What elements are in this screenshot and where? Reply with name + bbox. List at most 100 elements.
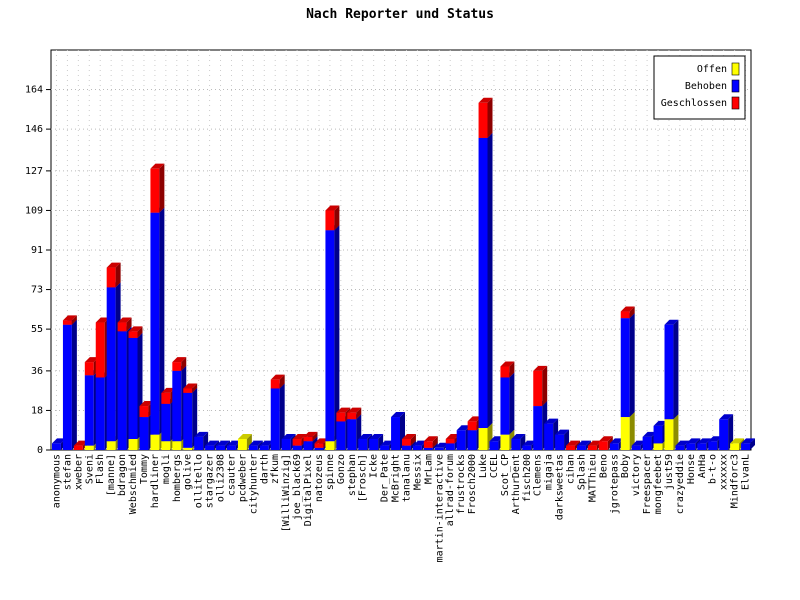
- bar-geschlossen: [402, 439, 411, 446]
- bar-behoben: [95, 377, 105, 450]
- x-tick-label: DigitalPixel: [303, 454, 314, 526]
- x-tick-label: Splash: [576, 454, 587, 490]
- bar-side-geschlossen: [126, 317, 132, 332]
- bar-top-behoben: [511, 434, 526, 440]
- bar-side-offen: [629, 412, 635, 450]
- bar-behoben: [642, 436, 652, 450]
- y-axis: 0 18 36 55 73 91 109 127 146 164: [25, 85, 51, 456]
- bar-behoben: [555, 434, 565, 450]
- bar-behoben: [489, 441, 499, 450]
- bar-behoben: [544, 423, 554, 450]
- bar-side-behoben: [71, 319, 77, 450]
- x-tick-label: Tommy: [139, 454, 150, 484]
- bar-top-geschlossen: [95, 317, 110, 323]
- bar-top-behoben: [205, 440, 220, 446]
- bar-top-behoben: [259, 440, 274, 446]
- bar-offen: [183, 447, 193, 450]
- bar-top-geschlossen: [598, 436, 613, 442]
- x-tick-label: stephan: [347, 454, 358, 496]
- x-tick-label: stefan: [62, 454, 73, 490]
- x-tick-label: zfkum: [270, 454, 281, 484]
- bar-geschlossen: [117, 322, 127, 332]
- bar-top-geschlossen: [620, 306, 635, 312]
- bar-behoben: [325, 230, 335, 442]
- bar-behoben: [216, 445, 225, 450]
- bar-side-geschlossen: [115, 262, 121, 288]
- bar-top-behoben: [227, 440, 241, 446]
- bar-side-geschlossen: [334, 205, 340, 231]
- bar-behoben: [402, 445, 411, 450]
- bar-top-behoben: [216, 440, 230, 446]
- bar-geschlossen: [325, 210, 335, 231]
- bar-side-behoben: [487, 132, 493, 429]
- bar-behoben: [281, 439, 291, 450]
- bar-geschlossen: [566, 445, 575, 450]
- bar-side-behoben: [159, 207, 165, 435]
- x-tick-label: hombergs: [172, 454, 183, 502]
- x-tick-label: Messix: [412, 454, 423, 490]
- bar-behoben: [577, 445, 586, 450]
- x-tick-label: Der_Pate: [380, 454, 391, 502]
- bar-side-behoben: [432, 442, 438, 450]
- bar-behoben: [347, 419, 357, 450]
- bar-side-geschlossen: [71, 315, 77, 325]
- bar-behoben: [708, 441, 718, 450]
- x-tick-label: csauter: [226, 454, 237, 496]
- x-tick-label: Honse: [686, 454, 697, 484]
- legend-swatch-behoben: [731, 79, 740, 93]
- bar-behoben: [423, 447, 433, 450]
- bar-behoben: [697, 443, 707, 450]
- bar-top-geschlossen: [587, 440, 602, 446]
- x-tick-label: mogli: [161, 454, 172, 484]
- x-tick-label: just59: [664, 454, 675, 490]
- bar-behoben: [478, 137, 488, 429]
- bar-behoben: [314, 447, 324, 450]
- bar-side-geschlossen: [181, 357, 187, 371]
- x-tick-label: MATThieu: [587, 454, 598, 502]
- bar-behoben: [106, 287, 116, 442]
- bar-geschlossen: [73, 445, 83, 450]
- bar-top-geschlossen: [347, 407, 362, 413]
- bar-behoben: [205, 445, 215, 450]
- bar-top-geschlossen: [325, 205, 340, 211]
- bar-top-behoben: [642, 431, 657, 437]
- bar-offen: [325, 441, 335, 450]
- bar-top-geschlossen: [62, 315, 77, 321]
- bar-top-behoben: [719, 414, 734, 420]
- bar-side-geschlossen: [487, 97, 493, 138]
- bar-top-behoben: [631, 440, 646, 446]
- x-tick-label: bdragon: [117, 454, 128, 496]
- bar-geschlossen: [336, 412, 346, 422]
- bar-top-geschlossen: [533, 365, 548, 371]
- bar-behoben: [292, 445, 302, 450]
- bar-offen: [172, 441, 182, 450]
- bar-top-geschlossen: [270, 374, 285, 380]
- x-tick-label: Freespacer: [642, 454, 653, 514]
- y-tick-label: 91: [31, 245, 43, 256]
- bar-side-geschlossen: [542, 365, 548, 407]
- bar-behoben: [609, 443, 619, 450]
- chart-title: Nach Reporter und Status: [306, 7, 494, 22]
- bar-top-geschlossen: [423, 436, 438, 442]
- x-tick-label: Sveni: [84, 454, 95, 484]
- legend-box: [653, 55, 746, 120]
- bar-offen: [161, 441, 171, 450]
- bar-behoben: [631, 445, 641, 450]
- bar-behoben: [380, 445, 390, 450]
- bar-top-geschlossen: [172, 357, 187, 363]
- bar-offen: [237, 439, 247, 450]
- bar-top-behoben: [697, 438, 712, 444]
- bar-geschlossen: [62, 320, 72, 325]
- bar-geschlossen: [467, 421, 477, 431]
- x-tick-label: ArthurDent: [511, 454, 522, 514]
- bar-side-behoben: [728, 414, 734, 450]
- bar-behoben: [194, 436, 204, 450]
- legend-label-behoben: Behoben: [685, 81, 727, 92]
- bar-side-geschlossen: [629, 306, 635, 319]
- bar-geschlossen: [303, 436, 313, 442]
- bar-side-geschlossen: [312, 431, 318, 442]
- bar-geschlossen: [150, 168, 160, 213]
- grid-lines: [50, 49, 752, 451]
- x-tick-label: Icke: [369, 454, 380, 478]
